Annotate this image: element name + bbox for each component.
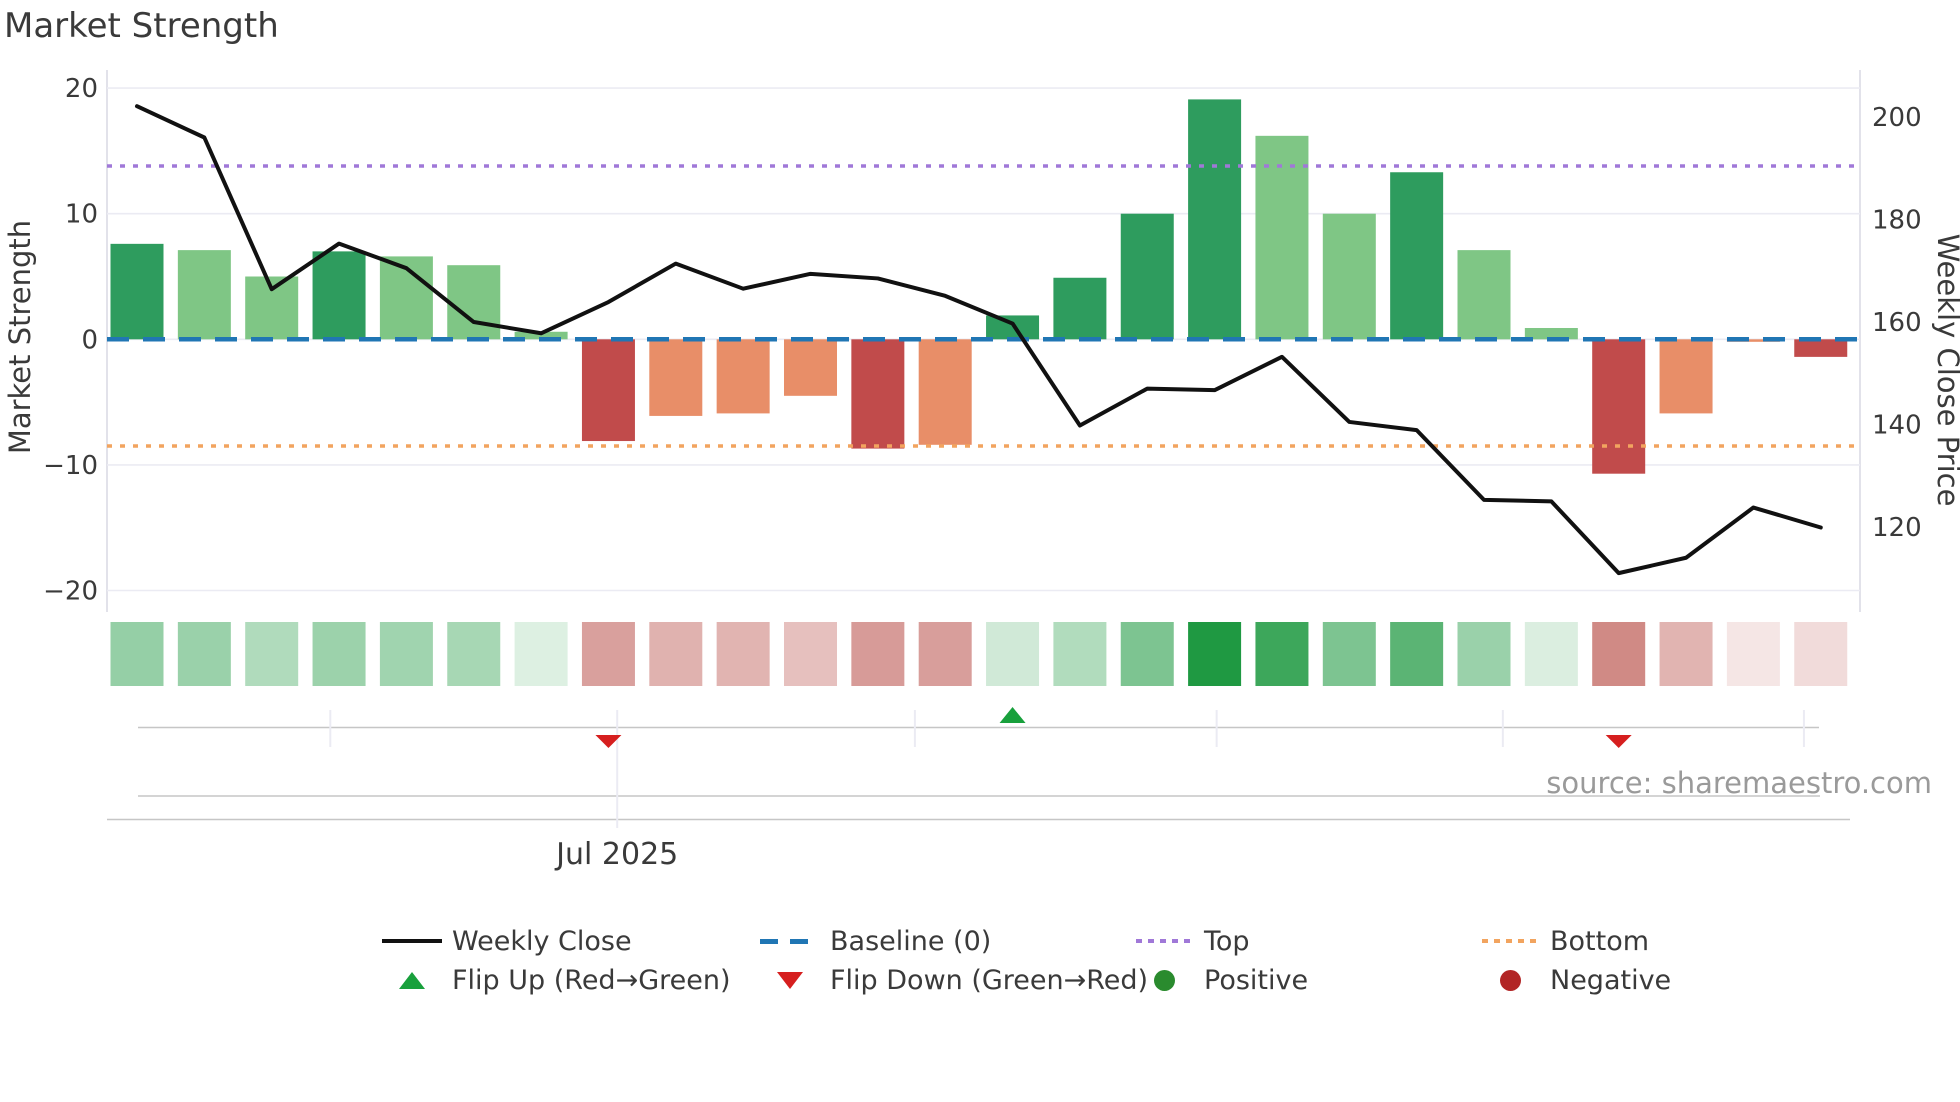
market-strength-bar [1457, 250, 1511, 340]
heatmap-cell [1524, 622, 1578, 686]
market-strength-bar [110, 243, 164, 340]
heatmap-cell [1322, 622, 1376, 686]
heatmap-cell [110, 622, 164, 686]
left-axis-tick-label: 20 [65, 74, 98, 104]
heatmap-cell [1120, 622, 1174, 686]
market-strength-bar [649, 339, 703, 416]
market-strength-bar [1390, 172, 1444, 340]
left-axis-tick-label: −20 [43, 577, 98, 607]
market-strength-bar [514, 331, 568, 340]
heatmap-cell [1457, 622, 1511, 686]
heatmap-cell [918, 622, 972, 686]
market-strength-bar [1592, 339, 1646, 474]
market-strength-bar [312, 251, 366, 340]
right-axis-tick-label: 120 [1872, 513, 1922, 543]
heatmap-cell [1255, 622, 1309, 686]
market-strength-bar [1726, 339, 1780, 342]
heatmap-cell [581, 622, 635, 686]
market-strength-bar [716, 339, 770, 414]
left-axis-tick-label: −10 [43, 451, 98, 481]
x-axis-date-label: Jul 2025 [554, 837, 678, 872]
heatmap-cell [1659, 622, 1713, 686]
market-strength-bar [1120, 213, 1174, 340]
heatmap-cell [1188, 622, 1242, 686]
market-strength-bar [581, 339, 635, 442]
market-strength-bar [986, 315, 1040, 340]
left-axis-title: Market Strength [3, 220, 37, 454]
left-axis-tick-label: 10 [65, 200, 98, 230]
market-strength-bar [1255, 135, 1309, 340]
right-axis-title: Weekly Close Price [1931, 234, 1960, 507]
market-strength-bar [784, 339, 837, 396]
heatmap-cell [312, 622, 366, 686]
right-axis-tick-label: 160 [1872, 308, 1922, 338]
flip-up-marker [999, 707, 1026, 723]
right-axis-tick-label: 140 [1872, 411, 1922, 441]
heatmap-cell [784, 622, 837, 686]
heatmap-cell [716, 622, 770, 686]
market-strength-bar [1322, 213, 1376, 340]
market-strength-bar [177, 250, 231, 340]
left-axis-tick-label: 0 [81, 325, 98, 355]
market-strength-bar [851, 339, 905, 449]
heatmap-cell [1794, 622, 1848, 686]
heatmap-cell [245, 622, 299, 686]
flip-down-marker [595, 735, 622, 748]
right-axis-tick-label: 200 [1872, 103, 1922, 133]
heatmap-cell [851, 622, 905, 686]
market-strength-bar [1794, 339, 1848, 357]
heatmap-cell [1390, 622, 1444, 686]
market-strength-bar [1188, 99, 1242, 340]
heatmap-cell [1053, 622, 1107, 686]
market-strength-bar [1659, 339, 1713, 414]
weekly-close-line [135, 104, 1823, 576]
market-strength-bar [918, 339, 972, 445]
market-strength-bar [1053, 277, 1107, 340]
right-axis-tick-label: 180 [1872, 206, 1922, 236]
heatmap-cell [447, 622, 501, 686]
heatmap-cell [1726, 622, 1780, 686]
heatmap-cell [514, 622, 568, 686]
market-strength-bar [1524, 327, 1578, 340]
flip-down-marker [1605, 735, 1632, 748]
heatmap-cell [986, 622, 1040, 686]
heatmap-cell [177, 622, 231, 686]
source-note: source: sharemaestro.com [1546, 766, 1932, 800]
heatmap-cell [1592, 622, 1646, 686]
market-strength-bar [447, 265, 501, 340]
page-title: Market Strength [4, 6, 279, 46]
heatmap-cell [379, 622, 433, 686]
heatmap-cell [649, 622, 703, 686]
